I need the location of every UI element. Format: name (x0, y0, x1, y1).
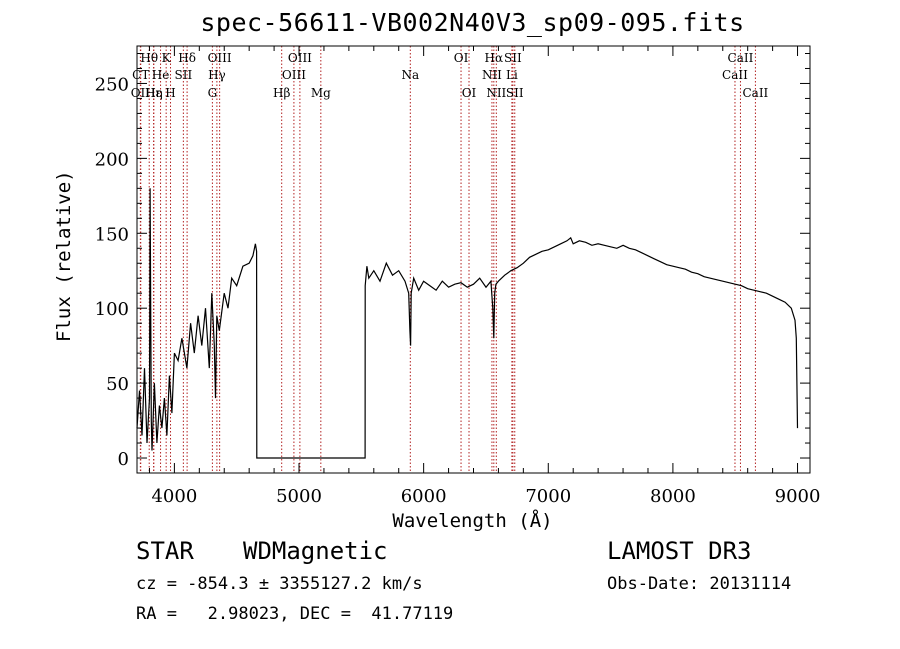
line-label-12: G (208, 86, 218, 100)
x-axis-label: Wavelength (Å) (392, 510, 553, 532)
y-axis-label: Flux (relative) (53, 170, 75, 342)
survey-name: LAMOST DR3 (607, 537, 752, 565)
line-label-17: Na (401, 68, 419, 82)
line-label-23: Li (506, 68, 518, 82)
y-axis-ticks: 0 50 100 150 200 250 (95, 52, 810, 474)
line-label-25: SII (506, 86, 524, 100)
coordinates: RA = 2.98023, DEC = 41.77119 (136, 604, 454, 624)
y-tick-label: 250 (95, 74, 129, 95)
line-label-10: OIII (208, 51, 232, 65)
chart-title: spec-56611-VB002N40V3_sp09-095.fits (200, 8, 745, 37)
y-tick-label: 50 (106, 374, 129, 395)
emission-line-markers (139, 46, 756, 473)
x-tick-label: 9000 (775, 486, 821, 507)
x-tick-label: 6000 (401, 486, 447, 507)
line-label-13: Hβ (273, 86, 290, 100)
line-label-16: Mg (311, 86, 331, 100)
line-label-28: CaII (742, 86, 768, 100)
x-tick-label: 5000 (276, 486, 322, 507)
line-label-2: OII (131, 86, 151, 100)
obs-date: Obs-Date: 20131114 (607, 574, 792, 594)
y-tick-label: 200 (95, 149, 129, 170)
line-label-11: Hγ (208, 68, 226, 82)
y-tick-label: 100 (95, 299, 129, 320)
line-label-3: Hε (145, 86, 162, 100)
line-label-27: CaII (728, 51, 754, 65)
line-label-0: Hθ (140, 51, 158, 65)
line-label-20: NII (482, 68, 502, 82)
line-label-6: K (162, 51, 172, 65)
line-label-15: OIII (288, 51, 312, 65)
x-tick-label: 4000 (151, 486, 197, 507)
spectrum-line (136, 188, 799, 459)
redshift-text: cz = -854.3 ± 3355127.2 km/s (136, 574, 423, 594)
line-label-4: Hη (145, 86, 163, 100)
line-label-14: OIII (282, 68, 306, 82)
line-label-8: SII (175, 68, 193, 82)
line-label-21: Hα (485, 51, 504, 65)
y-tick-label: 150 (95, 224, 129, 245)
line-label-26: CaII (722, 68, 748, 82)
y-tick-label: 0 (118, 449, 129, 470)
x-axis-ticks: 4000 5000 6000 7000 8000 9000 (148, 46, 821, 507)
line-label-9: Hδ (178, 51, 196, 65)
line-label-7: H (165, 86, 175, 100)
line-label-18: OI (454, 51, 469, 65)
object-subclass: WDMagnetic (243, 537, 388, 565)
x-tick-label: 8000 (650, 486, 696, 507)
plot-frame (136, 45, 811, 474)
line-label-22: NII (486, 86, 506, 100)
line-label-5: He (152, 68, 170, 82)
line-label-19: OI (462, 86, 477, 100)
object-class: STAR (136, 537, 194, 565)
line-label-1: CT (132, 68, 149, 82)
line-label-24: SII (504, 51, 522, 65)
x-tick-label: 7000 (525, 486, 571, 507)
